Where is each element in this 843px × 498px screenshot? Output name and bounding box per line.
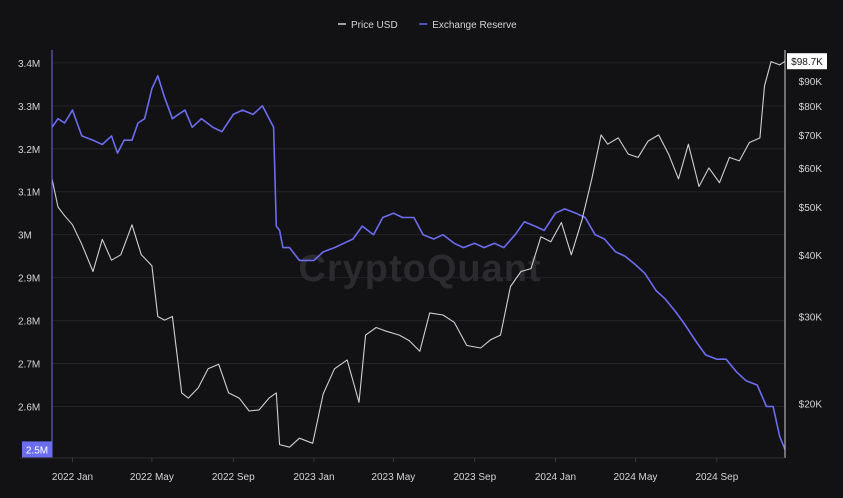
right-axis-tick-label: $70K — [799, 131, 823, 142]
right-axis-tick-label: $60K — [799, 164, 823, 175]
x-axis-tick-label: 2024 Jan — [535, 472, 576, 483]
x-axis-tick-label: 2024 May — [614, 472, 658, 483]
x-axis-tick-label: 2022 Sep — [212, 472, 255, 483]
x-axis-tick-label: 2022 Jan — [52, 472, 93, 483]
left-axis-tick-label: 2.8M — [18, 317, 40, 328]
right-axis-tick-label: $30K — [799, 312, 823, 323]
x-axis-ticks: 2022 Jan 2022 May 2022 Sep 2023 Jan 2023 May… — [52, 458, 739, 483]
legend-label: Price USD — [351, 20, 398, 31]
reserve-current-badge-label: 2.5M — [26, 445, 48, 456]
left-axis-tick-label: 3M — [18, 231, 32, 242]
left-axis-tick-label: 3.3M — [18, 102, 40, 113]
left-axis-tick-label: 2.7M — [18, 360, 40, 371]
gridlines — [52, 62, 785, 407]
legend-label: Exchange Reserve — [432, 20, 517, 31]
left-axis-tick-label: 3.4M — [18, 59, 40, 70]
right-axis-tick-label: $50K — [799, 203, 823, 214]
price-usd-line — [51, 60, 786, 448]
axes: 2.6M 2.7M 2.8M 2.9M 3M 3.1M 3.2M 3.3M 3.4M $20K $3… — [18, 50, 827, 459]
right-axis-tick-label: $40K — [799, 251, 823, 262]
left-axis-tick-label: 2.9M — [18, 274, 40, 285]
right-axis-tick-label: $90K — [799, 77, 823, 88]
right-axis-tick-label: $20K — [799, 399, 823, 410]
exchange-reserve-line — [51, 75, 786, 450]
watermark-text: CryptoQuant — [298, 248, 541, 290]
x-axis-tick-label: 2023 Jan — [293, 472, 334, 483]
reserve-current-badge — [22, 441, 52, 458]
x-axis-tick-label: 2024 Sep — [695, 472, 738, 483]
x-axis-tick-label: 2023 Sep — [453, 472, 496, 483]
left-axis-tick-label: 3.2M — [18, 145, 40, 156]
x-axis-tick-label: 2022 May — [130, 472, 174, 483]
series-layer — [51, 60, 786, 450]
price-current-badge-label: $98.7K — [791, 57, 823, 68]
x-axis-tick-label: 2023 May — [371, 472, 415, 483]
price-current-badge — [787, 53, 827, 70]
left-axis-tick-label: 2.6M — [18, 402, 40, 413]
left-axis-tick-label: 3.1M — [18, 188, 40, 199]
legend: Price USD Exchange Reserve — [338, 20, 517, 31]
right-axis-tick-label: $80K — [799, 102, 823, 113]
